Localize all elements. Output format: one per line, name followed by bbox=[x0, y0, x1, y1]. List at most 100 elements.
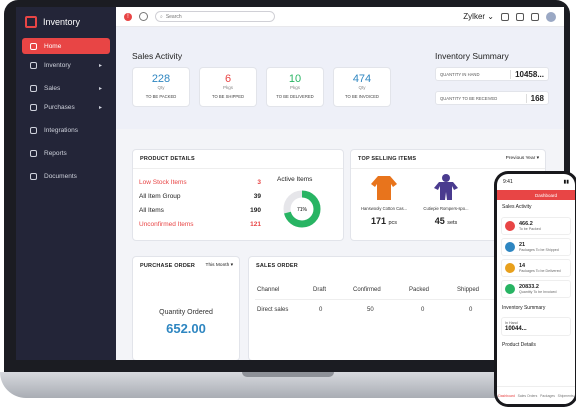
phone-tab-sales-orders[interactable]: Sales Orders bbox=[517, 393, 538, 398]
phone-inventory-in-hand: In Hand 10044... bbox=[501, 317, 571, 336]
sidebar-item-purchases[interactable]: Purchases ▸ bbox=[22, 99, 110, 115]
org-switcher[interactable]: Zylker ⌄ bbox=[463, 12, 494, 21]
so-header: Shipped bbox=[457, 287, 480, 293]
stat-card-delivered[interactable]: 10 Pkgs TO BE DELIVERED bbox=[266, 67, 324, 107]
inventory-qty-in-hand: QUANTITY IN HAND 10458... bbox=[435, 67, 549, 81]
pd-row-all-items[interactable]: All Items 190 bbox=[139, 207, 261, 214]
chevron-right-icon: ▸ bbox=[98, 104, 102, 111]
top-item-qty: 45 sets bbox=[421, 216, 471, 226]
sales-order-title: SALES ORDER bbox=[256, 263, 298, 269]
phone-stat-value: 14 bbox=[519, 263, 526, 269]
inventory-logo-icon bbox=[25, 16, 37, 28]
notification-badge[interactable]: ! bbox=[124, 12, 132, 21]
phone-stat-label: To be Packed bbox=[519, 227, 541, 231]
phone-inv-value: 10044... bbox=[505, 326, 527, 332]
pd-row-unconfirmed[interactable]: Unconfirmed Items 121 bbox=[139, 221, 261, 228]
avatar[interactable] bbox=[546, 11, 556, 22]
purchase-order-filter[interactable]: This Month ▾ bbox=[205, 263, 233, 268]
phone-stat-label: Quantity To be Invoiced bbox=[519, 290, 557, 294]
stat-label: TO BE DELIVERED bbox=[276, 94, 314, 99]
so-header: Confirmed bbox=[353, 287, 381, 293]
delivery-icon bbox=[505, 263, 515, 273]
stat-card-invoiced[interactable]: 474 Qty TO BE INVOICED bbox=[333, 67, 391, 107]
phone-stat-row[interactable]: 21 Packages To be Shipped bbox=[501, 238, 571, 256]
donut-percent: 71% bbox=[297, 207, 308, 213]
phone-tab-shipments[interactable]: Shipments bbox=[557, 393, 574, 398]
search-box[interactable]: ⌕ bbox=[155, 11, 275, 22]
phone-screen: 9:41 ▮▮ Dashboard Sales Activity 466.2 To… bbox=[497, 174, 575, 404]
phone-stat-label: Packages To be Delivered bbox=[519, 269, 561, 273]
phone-inv-label: In Hand bbox=[505, 321, 518, 325]
bag-icon bbox=[30, 103, 37, 111]
phone-tab-packages[interactable]: Packages bbox=[540, 393, 555, 398]
truck-icon bbox=[505, 242, 515, 252]
top-selling-filter[interactable]: Previous Year ▾ bbox=[505, 156, 539, 161]
sidebar: Inventory Home Inventory ▸ Sales ▸ bbox=[16, 7, 116, 360]
phone-status-bar: 9:41 ▮▮ bbox=[497, 174, 575, 190]
qty-value: 45 bbox=[434, 216, 445, 226]
so-cell: 0 bbox=[421, 307, 425, 313]
sidebar-item-integrations[interactable]: Integrations bbox=[22, 122, 110, 138]
sales-activity-title: Sales Activity bbox=[132, 51, 183, 61]
gear-icon[interactable] bbox=[516, 12, 524, 21]
bell-icon[interactable] bbox=[501, 12, 509, 21]
so-cell[interactable]: Direct sales bbox=[257, 307, 289, 313]
help-icon[interactable] bbox=[531, 12, 539, 21]
search-input[interactable] bbox=[165, 13, 266, 20]
phone-stat-label: Packages To be Shipped bbox=[519, 248, 559, 252]
stat-card-packed[interactable]: 228 Qty TO BE PACKED bbox=[132, 67, 190, 107]
qty-value: 171 bbox=[370, 216, 386, 226]
sidebar-item-reports[interactable]: Reports bbox=[22, 145, 110, 161]
inv-label: QUANTITY IN HAND bbox=[440, 71, 480, 77]
chevron-right-icon: ▸ bbox=[98, 85, 102, 92]
phone-tab-dashboard[interactable]: Dashboard bbox=[498, 393, 515, 398]
pd-value: 39 bbox=[253, 193, 261, 200]
top-bar: ! ⌕ Zylker ⌄ bbox=[116, 7, 564, 27]
plug-icon bbox=[30, 126, 37, 134]
qty-unit: sets bbox=[447, 220, 458, 226]
pd-label: All Item Group bbox=[139, 193, 181, 200]
romper-shape bbox=[434, 182, 458, 200]
pd-row-item-group[interactable]: All Item Group 39 bbox=[139, 193, 261, 200]
stat-unit: Qty bbox=[157, 85, 165, 90]
phone-sales-activity-title: Sales Activity bbox=[502, 204, 532, 210]
stat-unit: Pkgs bbox=[222, 85, 233, 90]
sidebar-item-label: Home bbox=[44, 42, 62, 50]
invoice-icon bbox=[505, 284, 515, 294]
phone-stat-row[interactable]: 466.2 To be Packed bbox=[501, 217, 571, 235]
top-item-name[interactable]: Hanswooly Cotton Cas... bbox=[360, 206, 408, 211]
so-header: Channel bbox=[257, 287, 280, 293]
recent-history-icon[interactable] bbox=[139, 12, 148, 21]
stat-card-shipped[interactable]: 6 Pkgs TO BE SHIPPED bbox=[199, 67, 257, 107]
app-name: Inventory bbox=[43, 17, 81, 27]
phone-stat-value: 20833.2 bbox=[519, 284, 539, 290]
so-cell: 0 bbox=[469, 307, 473, 313]
sidebar-item-documents[interactable]: Documents bbox=[22, 168, 110, 184]
hoodie-image bbox=[371, 176, 397, 200]
search-icon: ⌕ bbox=[160, 13, 163, 20]
phone-stat-row[interactable]: 20833.2 Quantity To be Invoiced bbox=[501, 280, 571, 298]
top-item-name[interactable]: Cutiepie Rompers-spo... bbox=[423, 206, 469, 211]
laptop-screen: Inventory Home Inventory ▸ Sales ▸ bbox=[16, 7, 564, 360]
phone-stat-row[interactable]: 14 Packages To be Delivered bbox=[501, 259, 571, 277]
sidebar-item-label: Reports bbox=[44, 149, 67, 157]
purchase-order-title: PURCHASE ORDER bbox=[140, 263, 196, 269]
pd-value: 3 bbox=[257, 179, 261, 186]
folder-icon bbox=[30, 172, 37, 180]
phone-tab-bar: Dashboard Sales Orders Packages Shipment… bbox=[497, 386, 575, 404]
hoodie-shape bbox=[371, 176, 397, 200]
sidebar-item-inventory[interactable]: Inventory ▸ bbox=[22, 57, 110, 73]
active-items-donut: 71% bbox=[283, 190, 321, 228]
signal-icon: ▮▮ bbox=[563, 179, 569, 185]
stat-label: TO BE SHIPPED bbox=[211, 94, 245, 99]
pd-label: Low Stock Items bbox=[139, 179, 187, 186]
chart-icon bbox=[30, 149, 37, 157]
sidebar-item-home[interactable]: Home bbox=[22, 38, 110, 54]
stat-unit: Pkgs bbox=[289, 85, 300, 90]
pd-row-low-stock[interactable]: Low Stock Items 3 bbox=[139, 179, 261, 186]
inv-value: 10458... bbox=[510, 69, 544, 79]
sidebar-item-sales[interactable]: Sales ▸ bbox=[22, 80, 110, 96]
top-item-qty: 171 pcs bbox=[359, 216, 409, 226]
sidebar-item-label: Sales bbox=[44, 84, 61, 92]
so-cell: 0 bbox=[319, 307, 323, 313]
